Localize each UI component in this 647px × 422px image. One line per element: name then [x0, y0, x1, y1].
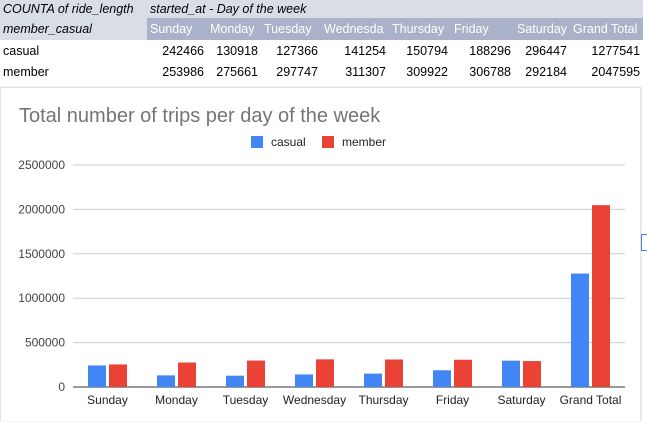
bar-member [385, 359, 403, 387]
x-tick-label: Grand Total [560, 393, 622, 407]
pivot-cell[interactable]: 1277541 [591, 43, 641, 58]
pivot-column-header[interactable]: Sunday [147, 18, 207, 40]
bar-casual [88, 365, 106, 387]
x-tick-label: Friday [436, 393, 469, 407]
pivot-row-casual: casual 242466 130918 127366 141254 15079… [0, 40, 643, 61]
y-tick-label: 2000000 [18, 202, 65, 216]
pivot-row-label[interactable]: member [3, 64, 49, 79]
pivot-cell[interactable]: 275661 [216, 64, 258, 79]
y-tick-label: 1500000 [18, 247, 65, 261]
chart-title: Total number of trips per day of the wee… [19, 105, 381, 127]
pivot-cell[interactable]: 2047595 [591, 64, 641, 79]
y-tick-label: 0 [58, 380, 65, 394]
bar-chart: Total number of trips per day of the wee… [18, 105, 625, 407]
bar-member [316, 359, 334, 387]
bar-casual [157, 375, 175, 387]
legend-swatch [251, 136, 263, 148]
pivot-cell[interactable]: 253986 [162, 64, 204, 79]
pivot-cell[interactable]: 311307 [345, 64, 386, 79]
bar-member [178, 362, 196, 387]
bar-member [454, 359, 472, 387]
chart-container[interactable]: Total number of trips per day of the wee… [0, 87, 641, 421]
x-tick-label: Thursday [358, 393, 408, 407]
bar-member [247, 360, 265, 387]
pivot-cell[interactable]: 292184 [525, 64, 567, 79]
x-tick-label: Saturday [497, 393, 545, 407]
bar-casual [364, 373, 382, 387]
bar-casual [295, 374, 313, 387]
x-tick-label: Wednesday [283, 393, 346, 407]
x-tick-label: Sunday [87, 393, 128, 407]
pivot-column-header[interactable]: Saturday [514, 18, 570, 40]
pivot-header-row: COUNTA of ride_length started_at - Day o… [0, 0, 644, 18]
pivot-table: COUNTA of ride_length started_at - Day o… [0, 0, 644, 82]
legend-label: casual [271, 135, 306, 149]
pivot-row-label[interactable]: casual [3, 43, 40, 58]
y-tick-label: 1000000 [18, 291, 65, 305]
pivot-cell[interactable]: 150794 [406, 43, 448, 58]
y-tick-label: 2500000 [18, 158, 65, 172]
bar-casual [433, 370, 451, 387]
pivot-cell[interactable]: 242466 [162, 43, 204, 58]
pivot-column-field-label[interactable]: started_at - Day of the week [147, 0, 644, 18]
pivot-column-header[interactable]: Monday [207, 18, 261, 40]
pivot-cell[interactable]: 297747 [276, 64, 318, 79]
pivot-cell[interactable]: 127366 [276, 43, 318, 58]
pivot-column-header[interactable]: Grand Total [570, 18, 644, 40]
pivot-column-header[interactable]: Tuesday [261, 18, 321, 40]
x-tick-label: Monday [155, 393, 198, 407]
legend-swatch [322, 136, 334, 148]
pivot-column-header[interactable]: Wednesda [321, 18, 389, 40]
bar-casual [226, 375, 244, 387]
pivot-column-header[interactable]: Thursday [389, 18, 451, 40]
bar-casual [571, 273, 589, 387]
selection-edge-marker [641, 234, 647, 251]
pivot-cell[interactable]: 309922 [406, 64, 448, 79]
pivot-row-field-label[interactable]: member_casual [0, 18, 147, 40]
pivot-corner-label[interactable]: COUNTA of ride_length [0, 0, 147, 18]
bar-member [523, 361, 541, 387]
pivot-cell[interactable]: 141254 [344, 43, 386, 58]
pivot-cell[interactable]: 188296 [469, 43, 511, 58]
bar-casual [502, 360, 520, 387]
bar-member [592, 205, 610, 387]
pivot-column-header[interactable]: Friday [451, 18, 514, 40]
pivot-cell[interactable]: 306788 [469, 64, 511, 79]
pivot-column-header-row: member_casual Sunday Monday Tuesday Wedn… [0, 18, 644, 40]
legend-label: member [342, 135, 386, 149]
pivot-cell[interactable]: 296447 [525, 43, 567, 58]
bar-member [109, 364, 127, 387]
pivot-row-member: member 253986 275661 297747 311307 30992… [0, 61, 643, 82]
y-tick-label: 500000 [25, 336, 65, 350]
x-tick-label: Tuesday [223, 393, 269, 407]
pivot-cell[interactable]: 130918 [216, 43, 258, 58]
